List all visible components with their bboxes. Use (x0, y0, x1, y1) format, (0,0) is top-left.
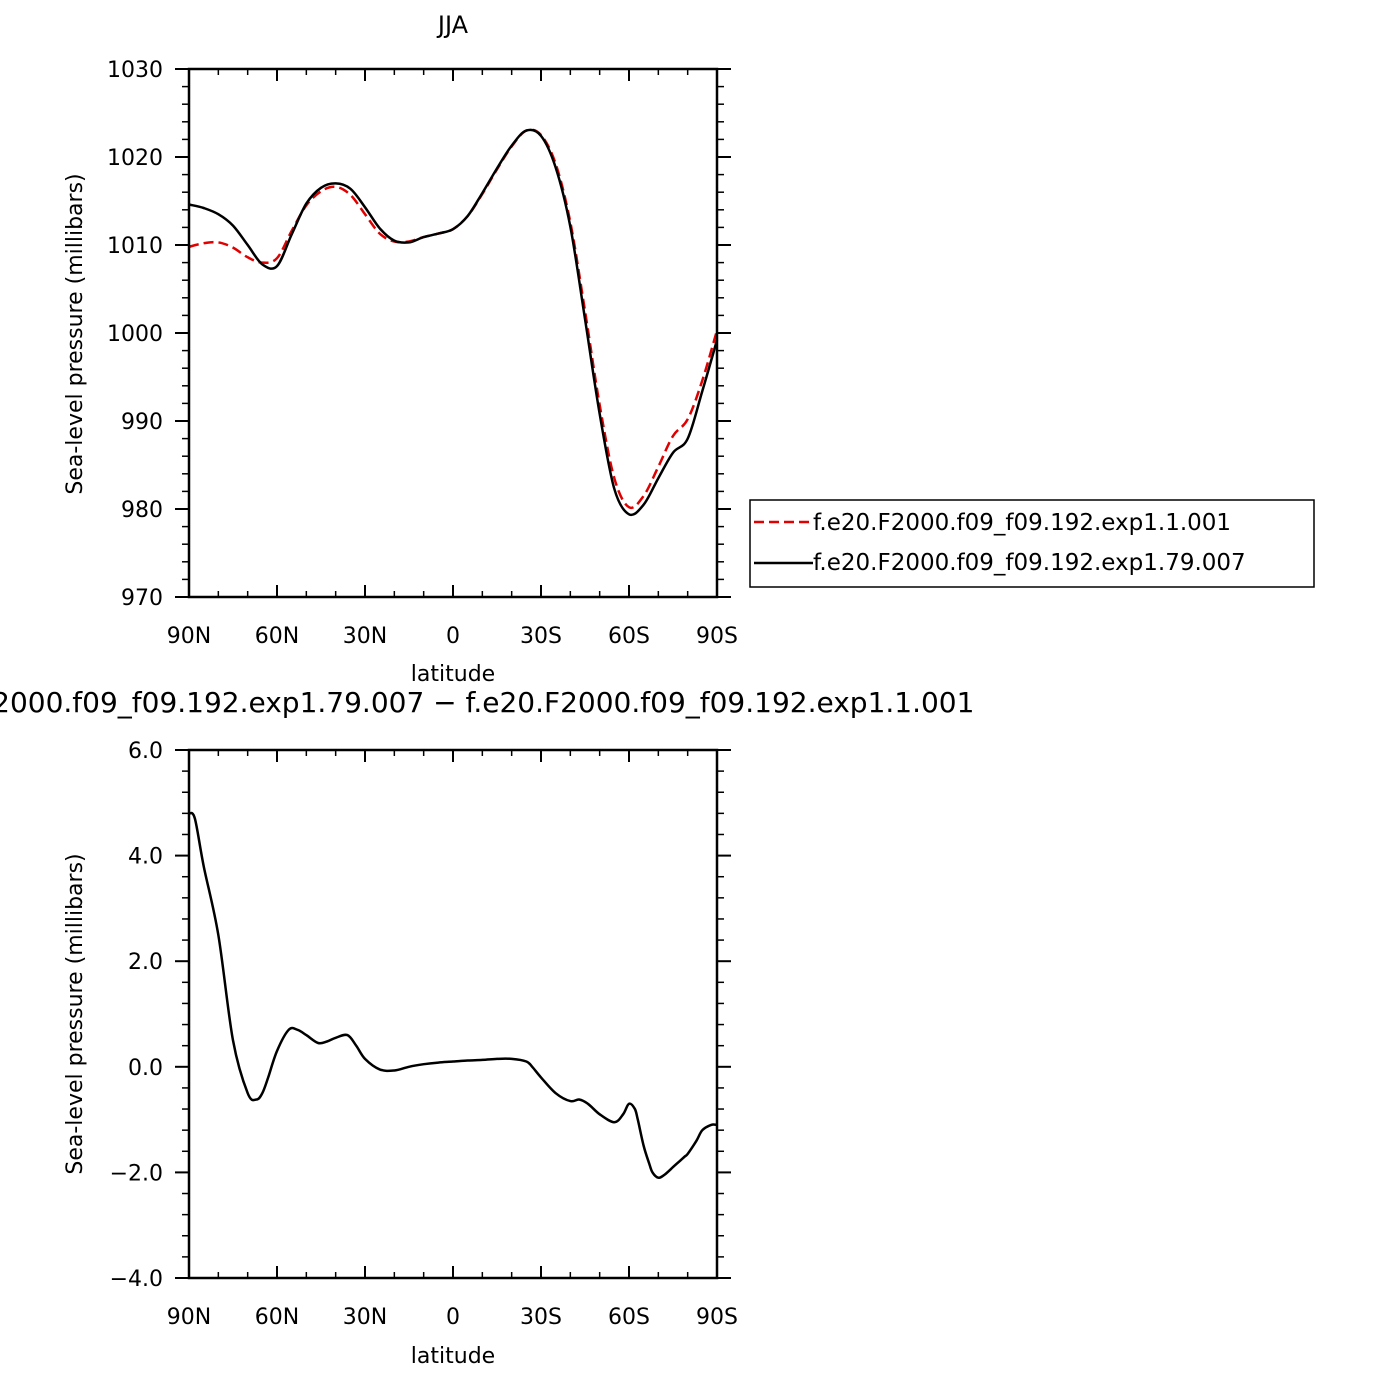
top-chart-xtick-label: 30N (343, 624, 387, 649)
top-chart-xtick-label: 0 (446, 624, 460, 649)
top-chart-ticks: 90N 60N 30N 0 30S 60S 90S 970 980 990 1000 1010 1020… (107, 58, 738, 649)
top-chart-ytick-label: 1010 (107, 234, 163, 259)
top-chart-ytick-label: 990 (121, 410, 163, 435)
legend-entry-2: f.e20.F2000.f09_f09.192.exp1.79.007 (813, 550, 1246, 576)
top-chart: JJA Sea-level pressure (millibars) latit… (63, 11, 738, 687)
top-chart-ytick-label: 1000 (107, 322, 163, 347)
bottom-chart-xtick-label: 60N (255, 1305, 299, 1330)
bottom-chart-ytick-label: 6.0 (128, 739, 163, 764)
top-chart-xlabel: latitude (411, 662, 495, 687)
bottom-chart-ytick-label: −4.0 (110, 1267, 163, 1292)
top-chart-title: JJA (436, 11, 469, 39)
bottom-chart-xtick-label: 0 (446, 1305, 460, 1330)
top-chart-series-line-2 (188, 128, 719, 517)
bottom-chart-lines (188, 811, 718, 1180)
bottom-chart-xtick-label: 30N (343, 1305, 387, 1330)
top-chart-xtick-label: 90N (167, 624, 211, 649)
bottom-chart-xtick-label: 90N (167, 1305, 211, 1330)
bottom-chart-xtick-label: 30S (520, 1305, 562, 1330)
bottom-chart-ytick-label: 4.0 (128, 845, 163, 870)
top-chart-lines (188, 128, 719, 517)
top-chart-ytick-label: 1020 (107, 146, 163, 171)
bottom-chart-ytick-label: 0.0 (128, 1056, 163, 1081)
legend-entry-1: f.e20.F2000.f09_f09.192.exp1.1.001 (813, 510, 1231, 536)
top-chart-series-line-1 (188, 128, 719, 510)
bottom-chart-ytick-label: 2.0 (128, 950, 163, 975)
bottom-chart-frame (187, 748, 719, 1280)
bottom-chart-ticks: 90N 60N 30N 0 30S 60S 90S −4.0 −2.0 0.0 2.0 4.0 6.0 (110, 739, 738, 1330)
bottom-chart-series-line-1 (188, 811, 718, 1180)
legend: f.e20.F2000.f09_f09.192.exp1.1.001 f.e20… (749, 499, 1315, 588)
top-chart-ytick-label: 970 (121, 586, 163, 611)
bottom-chart-xlabel: latitude (411, 1344, 495, 1369)
bottom-chart-ylabel: Sea-level pressure (millibars) (63, 853, 88, 1174)
legend-box (749, 499, 1315, 588)
top-chart-ytick-label: 1030 (107, 58, 163, 83)
top-chart-ylabel: Sea-level pressure (millibars) (63, 173, 88, 494)
top-chart-xtick-label: 60S (608, 624, 650, 649)
bottom-chart-title: f.e20.F2000.f09_f09.192.exp1.79.007 − f.… (0, 686, 974, 719)
top-chart-frame (187, 67, 719, 599)
bottom-chart-xtick-label: 60S (608, 1305, 650, 1330)
top-chart-xtick-label: 90S (696, 624, 738, 649)
bottom-chart: f.e20.F2000.f09_f09.192.exp1.79.007 − f.… (0, 686, 974, 1369)
top-chart-xtick-label: 30S (520, 624, 562, 649)
bottom-chart-ytick-label: −2.0 (110, 1161, 163, 1186)
bottom-chart-xtick-label: 90S (696, 1305, 738, 1330)
top-chart-xtick-label: 60N (255, 624, 299, 649)
top-chart-ytick-label: 980 (121, 498, 163, 523)
